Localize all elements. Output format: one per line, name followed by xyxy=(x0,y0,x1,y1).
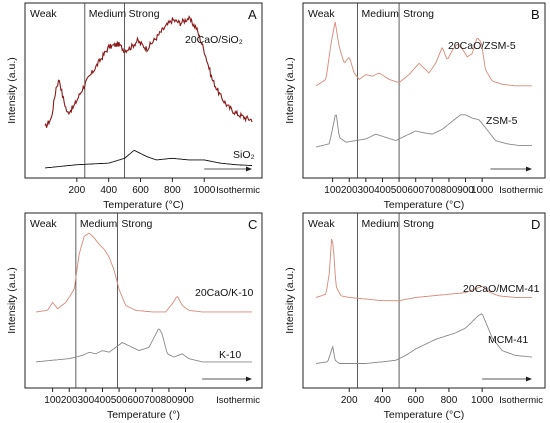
series-line-mcm-41 xyxy=(315,313,533,364)
region-label-strong: Strong xyxy=(121,218,152,230)
series-label: 20CaO/SiO₂ xyxy=(185,34,243,46)
series-label: SiO₂ xyxy=(233,149,255,161)
isothermic-label: Isothermic xyxy=(216,185,260,196)
region-label-medium: Medium xyxy=(362,218,400,230)
panel-letter: D xyxy=(531,217,540,232)
x-tick-label: 300 xyxy=(78,395,95,406)
x-tick-label: 200 xyxy=(341,185,358,196)
y-axis-title: Intensity (a.u.) xyxy=(6,57,18,124)
series-label: MCM-41 xyxy=(488,334,528,346)
panel-c: Weak Medium Strong C 100 200 300 400 500 600 700 80… xyxy=(6,212,263,421)
region-label-weak: Weak xyxy=(308,8,335,20)
isothermic-arrowhead xyxy=(526,166,532,172)
x-tick-label: 600 xyxy=(407,395,424,406)
x-axis-title: Temperature (°C) xyxy=(103,199,184,211)
x-tick-label: 1000 xyxy=(471,395,494,406)
x-tick-label: 1000 xyxy=(193,185,216,196)
x-axis-title: Temperature (°C) xyxy=(384,409,465,421)
series-line-sio- xyxy=(44,150,252,169)
plot-frame xyxy=(302,212,546,389)
isothermic-arrowhead xyxy=(246,166,252,172)
region-label-medium: Medium xyxy=(80,218,118,230)
panel-a: Weak Medium Strong A 200 400 600 800 1000 Tempera… xyxy=(6,2,263,211)
isothermic-label: Isothermic xyxy=(499,395,543,406)
x-tick-label: 900 xyxy=(457,185,474,196)
x-tick-label: 800 xyxy=(441,395,458,406)
x-axis-title: Temperature (°) xyxy=(107,409,180,421)
x-tick-label: 700 xyxy=(424,185,441,196)
x-tick-label: 200 xyxy=(69,185,86,196)
x-tick-label: 800 xyxy=(164,185,181,196)
series-label: 20CaO/K-10 xyxy=(195,287,254,299)
y-axis-title: Intensity (a.u.) xyxy=(284,267,296,334)
series-line-20cao-mcm-41 xyxy=(315,238,532,302)
region-label-strong: Strong xyxy=(129,8,160,20)
x-tick-label: 600 xyxy=(132,185,149,196)
isothermic-label: Isothermic xyxy=(216,395,260,406)
x-tick-label: 600 xyxy=(407,185,424,196)
isothermic-arrowhead xyxy=(246,376,252,382)
x-axis-title: Temperature (°C) xyxy=(384,199,465,211)
x-tick-label: 300 xyxy=(358,185,375,196)
x-tick-label: 400 xyxy=(94,395,111,406)
series-line-zsm-5 xyxy=(315,114,532,148)
y-axis-title: Intensity (a.u.) xyxy=(284,57,296,124)
panel-letter: A xyxy=(248,7,257,22)
x-tick-label: 100 xyxy=(324,185,341,196)
x-tick-label: 600 xyxy=(127,395,144,406)
x-tick-label: 200 xyxy=(61,395,78,406)
panel-letter: B xyxy=(531,7,540,22)
region-label-strong: Strong xyxy=(403,218,434,230)
series-line-20cao-k-10 xyxy=(35,232,252,313)
series-label: 20CaO/MCM-41 xyxy=(463,283,540,295)
region-label-medium: Medium xyxy=(89,8,127,20)
x-tick-label: 1000 xyxy=(471,185,494,196)
region-label-strong: Strong xyxy=(403,8,434,20)
x-tick-label: 400 xyxy=(100,185,117,196)
panel-d: Weak Medium Strong D 200 400 600 800 1000 Tempera… xyxy=(284,212,546,421)
x-tick-label: 500 xyxy=(111,395,128,406)
x-tick-label: 700 xyxy=(144,395,161,406)
plot-frame xyxy=(302,2,546,179)
series-line-20cao-zsm-5 xyxy=(315,21,532,87)
series-line-20cao-sio- xyxy=(44,15,253,128)
series-line-k-10 xyxy=(35,328,252,363)
series-label: ZSM-5 xyxy=(486,115,518,127)
series-label: 20CaO/ZSM-5 xyxy=(448,40,516,52)
region-label-weak: Weak xyxy=(30,8,57,20)
y-axis-title: Intensity (a.u.) xyxy=(6,267,18,334)
isothermic-label: Isothermic xyxy=(499,185,543,196)
plot-frame xyxy=(24,212,263,389)
panel-letter: C xyxy=(248,217,257,232)
x-tick-label: 400 xyxy=(374,395,391,406)
plot-frame xyxy=(24,2,263,179)
region-label-weak: Weak xyxy=(308,218,335,230)
region-label-weak: Weak xyxy=(30,218,57,230)
x-tick-label: 400 xyxy=(374,185,391,196)
series-label: K-10 xyxy=(219,349,241,361)
region-label-medium: Medium xyxy=(362,8,400,20)
x-tick-label: 900 xyxy=(177,395,194,406)
x-tick-label: 100 xyxy=(44,395,61,406)
panel-b: Weak Medium Strong B 100 200 300 400 500 600 700 80… xyxy=(284,2,546,211)
x-tick-label: 800 xyxy=(161,395,178,406)
x-tick-label: 500 xyxy=(391,185,408,196)
x-tick-label: 800 xyxy=(441,185,458,196)
isothermic-arrowhead xyxy=(526,376,532,382)
x-tick-label: 200 xyxy=(341,395,358,406)
